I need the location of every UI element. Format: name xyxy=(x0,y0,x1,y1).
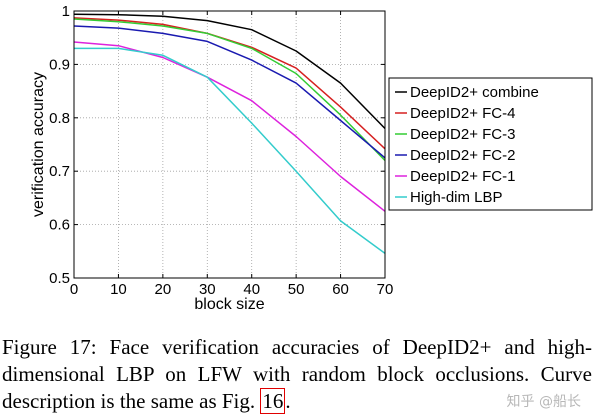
series-lines xyxy=(73,13,386,255)
accuracy-chart: 0 10 20 30 40 50 60 70 0.5 0.6 0.7 0.8 0.9 1 block s… xyxy=(30,3,593,313)
y-tick-label: 1 xyxy=(62,3,70,20)
caption-text: Figure 17: Face verification accuracies … xyxy=(2,335,592,413)
x-tick-label: 10 xyxy=(110,281,127,298)
series-line-5 xyxy=(74,47,386,255)
x-tick-label: 60 xyxy=(332,281,349,298)
x-tick-labels: 0 10 20 30 40 50 60 70 xyxy=(70,281,394,298)
legend-entry-label: High-dim LBP xyxy=(410,189,503,206)
series-line-3 xyxy=(73,25,386,159)
legend-entry-label: DeepID2+ FC-3 xyxy=(410,126,515,143)
watermark: 知乎 @船长 xyxy=(506,394,581,410)
series-line-4 xyxy=(73,41,386,212)
x-tick-label: 30 xyxy=(199,281,216,298)
caption-end: . xyxy=(285,389,291,413)
legend-box xyxy=(388,77,593,211)
legend-entry-label: DeepID2+ FC-1 xyxy=(410,168,515,185)
y-tick-label: 0.7 xyxy=(49,163,70,180)
legend-entry-label: DeepID2+ FC-4 xyxy=(410,105,515,122)
y-axis-label: verification accuracy xyxy=(30,72,47,217)
series-line-1 xyxy=(73,17,386,150)
legend: DeepID2+ combine DeepID2+ FC-4 DeepID2+ FC… xyxy=(388,77,593,211)
x-tick-label: 20 xyxy=(155,281,172,298)
x-tick-label: 40 xyxy=(243,281,260,298)
x-tick-label: 0 xyxy=(70,281,78,298)
series-line-2 xyxy=(73,18,386,162)
x-tick-label: 50 xyxy=(288,281,305,298)
figure-reference-link[interactable]: 16 xyxy=(260,388,286,414)
plot-frame xyxy=(73,10,386,279)
axis-ticks xyxy=(73,10,386,279)
y-tick-label: 0.9 xyxy=(49,56,70,73)
legend-entry-label: DeepID2+ combine xyxy=(410,84,539,101)
y-tick-label: 0.5 xyxy=(49,270,70,287)
figure-caption: Figure 17: Face verification accuracies … xyxy=(2,334,592,415)
y-tick-labels: 0.5 0.6 0.7 0.8 0.9 1 xyxy=(49,3,70,287)
x-tick-label: 70 xyxy=(377,281,394,298)
legend-entry-label: DeepID2+ FC-2 xyxy=(410,147,515,164)
y-tick-label: 0.8 xyxy=(49,110,70,127)
y-tick-label: 0.6 xyxy=(49,217,70,234)
series-line-0 xyxy=(73,13,386,130)
x-axis-label: block size xyxy=(194,296,264,313)
